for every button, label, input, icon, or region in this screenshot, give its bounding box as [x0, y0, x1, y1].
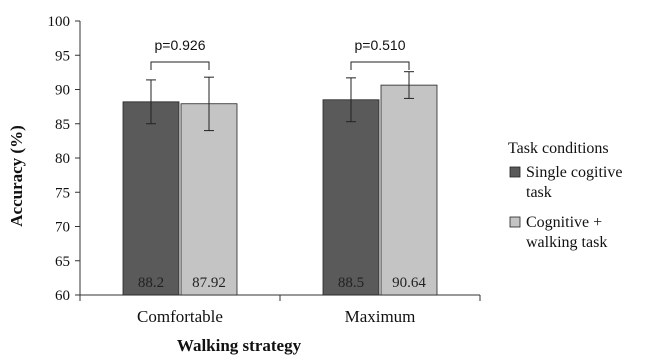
y-tick-label: 70: [55, 220, 70, 236]
bar: [122, 101, 180, 296]
y-tick-label: 100: [48, 14, 71, 30]
error-bars: [146, 71, 414, 132]
y-tick-label: 75: [55, 185, 70, 201]
y-tick-label: 65: [55, 254, 70, 270]
x-axis-title: Walking strategy: [177, 336, 302, 355]
y-tick-label: 95: [55, 48, 70, 64]
bars: 88.2 87.92 88.5 90.64: [122, 84, 438, 296]
y-tick-label: 80: [55, 151, 70, 167]
category-label: Maximum: [345, 307, 416, 326]
bar-value-label: 88.2: [138, 275, 164, 291]
p-value-label: p=0.510: [355, 37, 406, 53]
y-axis-title: Accuracy (%): [7, 125, 26, 227]
legend-entry-label: Single cogitive: [526, 164, 622, 181]
legend-entry-label: task: [526, 184, 552, 201]
legend-swatch: [509, 216, 521, 228]
y-tick-label: 90: [55, 83, 70, 99]
legend-entry-label: Cognitive +: [526, 214, 602, 231]
legend: Task conditions Single cogitive task Cognit…: [508, 140, 622, 251]
significance-brackets: p=0.926 p=0.510: [150, 37, 410, 70]
y-tick-label: 60: [55, 288, 70, 304]
bar: [180, 103, 238, 296]
legend-title: Task conditions: [508, 140, 609, 157]
p-value-label: p=0.926: [155, 37, 206, 53]
bar-value-label: 88.5: [338, 275, 364, 291]
bar-value-label: 87.92: [192, 275, 226, 291]
legend-swatch: [509, 166, 521, 178]
y-tick-label: 85: [55, 117, 70, 133]
y-axis: 60 65 70 75 80 85 90 95 100: [48, 14, 81, 304]
bar: [380, 84, 438, 296]
significance-bracket: [150, 61, 210, 70]
legend-entry-label: walking task: [526, 234, 607, 251]
bar: [322, 99, 380, 296]
x-axis: Comfortable Maximum: [79, 294, 481, 326]
significance-bracket: [350, 61, 410, 70]
bar-value-label: 90.64: [392, 275, 426, 291]
category-label: Comfortable: [137, 307, 223, 326]
